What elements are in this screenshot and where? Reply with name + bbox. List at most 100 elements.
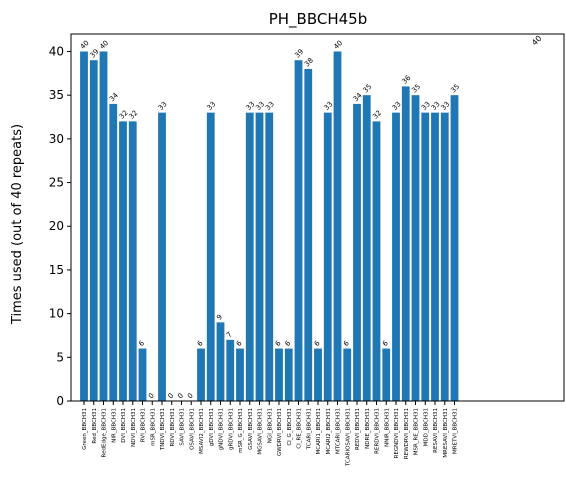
x-tick-label: gDVI_BBCH31 (209, 408, 215, 446)
bar-value-label: 32 (118, 109, 130, 121)
x-tick-label: MGSAVI_BBCH31 (258, 408, 264, 455)
x-tick-label: RDVI_BBCH31 (170, 408, 176, 447)
x-tick-label: CI_RE_BBCH31 (297, 408, 303, 449)
bar (265, 112, 274, 402)
bar (236, 348, 244, 401)
bar (138, 348, 147, 401)
bar (392, 112, 400, 402)
bar-value-label: 0 (176, 392, 185, 401)
y-tick-label: 5 (56, 350, 64, 364)
bar (323, 112, 332, 402)
bar-value-label: 0 (167, 392, 176, 401)
bar (197, 348, 205, 401)
bar (216, 322, 225, 401)
bar (450, 95, 459, 402)
bar-value-label: 35 (410, 83, 422, 95)
bar-value-label: 34 (352, 91, 364, 103)
x-tick-label: REGNDVI_BBCH31 (394, 408, 400, 458)
x-tick-label: DVI_BBCH31 (121, 408, 127, 443)
y-tick-label: 15 (49, 263, 64, 277)
x-tick-label: OSAVI_BBCH31 (189, 408, 195, 450)
x-tick-label: Green_BBCH31 (82, 408, 88, 450)
bar-value-label: 33 (264, 100, 276, 112)
x-tick-label: REDVI_BBCH31 (355, 408, 361, 450)
x-tick-label: RVI_BBCH31 (141, 408, 147, 442)
x-tick-label: NDRE_BBCH31 (365, 408, 371, 449)
x-tick-label: NDVI_BBCH31 (131, 408, 137, 447)
bar-value-label: 9 (215, 313, 224, 322)
x-tick-label: MDD_BBCH31 (423, 408, 429, 446)
bar (206, 112, 215, 402)
y-tick-label: 10 (49, 307, 64, 321)
x-tick-label: GSAVI_BBCH31 (248, 408, 254, 450)
bars-group (80, 51, 459, 402)
bar (226, 339, 235, 401)
bar-value-label: 6 (235, 339, 244, 348)
bar (440, 112, 449, 402)
bar (284, 348, 293, 401)
x-tick-label: MRESAVI_BBCH31 (443, 408, 449, 458)
x-tick-label: REWDRVI_BBCH31 (404, 408, 410, 459)
y-tick-label: 35 (49, 88, 64, 102)
bar-value-label: 33 (254, 100, 266, 112)
bar-value-label: 33 (245, 100, 257, 112)
x-tick-label: SAVI_BBCH31 (180, 408, 186, 446)
bar (411, 95, 420, 402)
bar-value-label: 32 (128, 109, 140, 121)
bar-value-label: 32 (371, 109, 383, 121)
bar (294, 60, 303, 401)
x-tick-label: NGI_BBCH31 (267, 408, 273, 443)
bar-value-label: 7 (225, 330, 234, 339)
bar-value-label: 0 (147, 392, 156, 401)
bar (245, 112, 254, 402)
bar-value-label: 33 (323, 100, 335, 112)
bar (431, 112, 439, 402)
bar-value-label: 6 (196, 339, 205, 348)
bar (372, 121, 381, 401)
x-tick-label: MTCARI_BBCH31 (336, 408, 342, 454)
x-tick-label: Red_BBCH31 (92, 408, 98, 444)
y-tick-label: 0 (56, 394, 64, 408)
x-tick-label: RESAVI_BBCH31 (433, 408, 439, 453)
bar (362, 95, 371, 402)
annotation-label: 40 (530, 34, 544, 48)
bar (99, 51, 108, 401)
bar-value-label: 33 (440, 100, 452, 112)
bar-value-label: 33 (391, 100, 403, 112)
x-axis: Green_BBCH31 Red_BBCH31 RedEdge_BBCH31 NIR_… (82, 401, 459, 467)
bar (382, 348, 391, 401)
x-tick-label: MSR_RE_BBCH31 (414, 408, 420, 455)
y-tick-label: 40 (49, 44, 64, 58)
bar (343, 348, 352, 401)
x-tick-label: GWDRVI_BBCH31 (277, 408, 283, 456)
bar (255, 112, 264, 402)
x-tick-label: NIR_BBCH31 (111, 408, 117, 443)
bar (128, 121, 137, 401)
plot-frame (70, 33, 565, 402)
x-tick-label: mSR_BBCH31 (150, 408, 156, 446)
bar-value-label: 34 (108, 91, 120, 103)
bar (158, 112, 166, 402)
bar-value-label: 6 (137, 339, 146, 348)
bar-value-label: 0 (186, 392, 195, 401)
bar-value-label: 35 (362, 83, 374, 95)
bar-value-label: 38 (303, 56, 315, 68)
bar-value-label: 6 (313, 339, 322, 348)
bar (89, 60, 98, 401)
bar-value-label: 39 (293, 48, 305, 60)
bar-value-label: 6 (381, 339, 390, 348)
x-tick-label: TNDVI_BBCH31 (160, 408, 166, 451)
bar (275, 348, 283, 401)
bar-value-label: 33 (420, 100, 432, 112)
bar (304, 68, 313, 401)
bar-value-label: 39 (89, 48, 101, 60)
bar (333, 51, 342, 401)
chart-title: PH_BBCH45b (269, 10, 368, 29)
bar (119, 121, 127, 401)
x-tick-label: TCARI_BBCH31 (306, 408, 312, 450)
bar-value-label: 33 (430, 100, 442, 112)
bar-value-label: 40 (79, 39, 91, 51)
bar (353, 103, 361, 402)
